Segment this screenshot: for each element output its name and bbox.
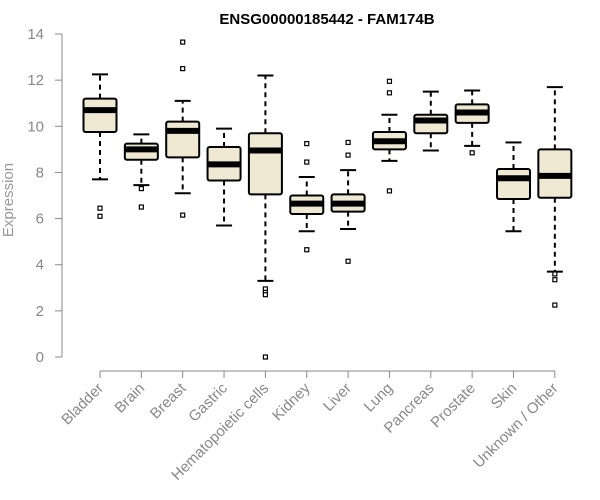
x-tick-label: Brain [111, 380, 148, 417]
outlier-point [552, 271, 558, 277]
plot-area [82, 39, 573, 360]
x-tick-label: Bladder [58, 380, 107, 429]
box-breast [165, 39, 201, 218]
outlier-point [97, 213, 103, 219]
chart-title: ENSG00000185442 - FAM174B [219, 11, 434, 28]
y-tick-label: 12 [27, 72, 44, 89]
outlier-point [180, 39, 186, 45]
box-liver [330, 139, 366, 264]
iqr-box [82, 97, 118, 134]
x-tick-label: Kidney [269, 379, 314, 424]
box-brain [123, 133, 159, 210]
outlier-point [552, 302, 558, 308]
outlier-point [552, 277, 558, 283]
outlier-point [138, 185, 144, 192]
outlier-point [469, 150, 475, 156]
y-tick-label: 6 [36, 211, 44, 228]
x-tick-label: Prostate [427, 380, 479, 432]
y-tick-label: 0 [36, 349, 44, 366]
outlier-point [138, 204, 144, 210]
outlier-point [386, 188, 393, 194]
y-tick-label: 2 [36, 303, 44, 320]
y-axis: 0 2 4 6 8 10 12 14 [27, 26, 63, 366]
outlier-point [262, 354, 268, 360]
iqr-box [165, 120, 201, 159]
outlier-point [304, 247, 310, 253]
outlier-point [345, 258, 351, 264]
x-tick-label: Liver [320, 380, 355, 415]
x-tick-label: Skin [488, 380, 521, 413]
x-tick-label: Lung [361, 380, 397, 416]
box-unknown-other [537, 86, 573, 308]
box-gastric [206, 127, 242, 227]
iqr-box [247, 132, 283, 196]
outlier-point [97, 205, 103, 211]
y-tick-label: 8 [36, 164, 44, 181]
box-bladder [82, 73, 118, 219]
box-kidney [289, 140, 325, 253]
outlier-point [304, 140, 310, 147]
outlier-point [262, 292, 268, 298]
outlier-point [386, 78, 393, 84]
y-tick-label: 4 [36, 257, 44, 274]
box-pancreas [413, 90, 449, 152]
box-skin [496, 141, 531, 233]
y-tick-label: 10 [27, 118, 44, 135]
outlier-point [345, 152, 351, 158]
box-lung [371, 78, 407, 194]
outlier-point [304, 159, 310, 165]
box-prostate [454, 89, 490, 156]
outlier-point [345, 139, 351, 146]
iqr-box [496, 167, 531, 200]
y-axis-label: Expression [0, 163, 17, 237]
outlier-point [180, 212, 186, 218]
y-tick-label: 14 [27, 26, 44, 43]
x-tick-label: Breast [147, 379, 190, 422]
outlier-point [180, 66, 186, 72]
outlier-point [386, 90, 393, 96]
box-hematopoietic-cells [247, 74, 283, 360]
